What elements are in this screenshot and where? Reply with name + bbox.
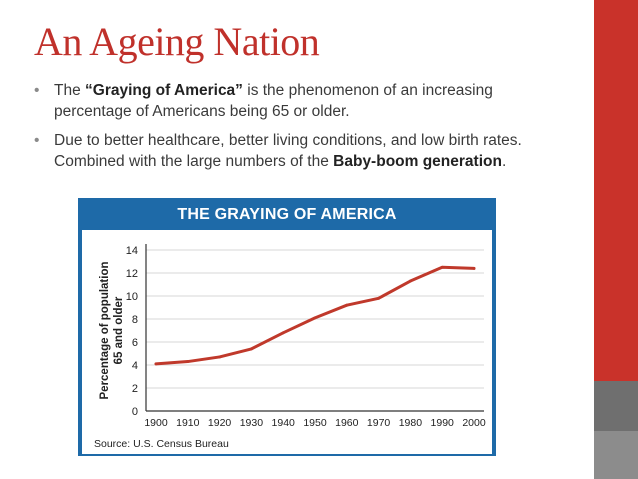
bullet-text-pre: Due to better healthcare, better living …: [54, 132, 522, 170]
bullet-text-post: is the phenomenon of an increasing perce…: [54, 82, 493, 120]
sidebar-gray-bar: [594, 381, 638, 431]
x-tick-label: 1940: [272, 417, 296, 429]
x-tick-label: 1960: [335, 417, 359, 429]
bullet-text-bold: Baby-boom generation: [333, 153, 502, 170]
y-tick-label: 8: [132, 314, 138, 326]
bullet-item-graying: • The “Graying of America” is the phenom…: [34, 80, 544, 122]
sidebar-red-bar: [594, 0, 638, 381]
x-tick-label: 1980: [399, 417, 423, 429]
x-tick-label: 1990: [431, 417, 455, 429]
y-tick-label: 12: [126, 268, 138, 280]
x-tick-label: 1910: [176, 417, 200, 429]
bullet-symbol: •: [34, 132, 40, 149]
data-point: [409, 279, 412, 283]
bullet-text-post: .: [501, 153, 507, 170]
slide-title: An Ageing Nation: [34, 19, 320, 64]
y-tick-label: 4: [132, 360, 138, 372]
chart-source: Source: U.S. Census Bureau: [94, 438, 229, 450]
data-point: [313, 316, 317, 320]
line-chart: 0 2 4 6 8 10 12 14 1900 1910 1920 1930 1940 1950 1960 1…: [99, 244, 486, 429]
y-tick-label: 6: [132, 337, 138, 349]
x-tick-label: 1900: [144, 417, 168, 429]
bullet-item-reasons: • Due to better healthcare, better livin…: [34, 130, 544, 172]
y-tick-label: 14: [126, 245, 138, 257]
series-line: [154, 265, 476, 366]
data-point: [186, 360, 190, 363]
chart-title: THE GRAYING OF AMERICA: [82, 200, 492, 230]
data-point: [281, 331, 285, 335]
data-point: [154, 362, 158, 366]
y-tick-label: 0: [132, 406, 138, 418]
x-tick-label: 1970: [367, 417, 391, 429]
y-tick-label: 2: [132, 383, 138, 395]
bullet-list: • The “Graying of America” is the phenom…: [34, 80, 544, 180]
data-point: [377, 296, 380, 300]
sidebar-gray-bar-bottom: [594, 431, 638, 479]
y-axis-label: Percentage of population: [99, 261, 111, 399]
x-tick-label: 1920: [208, 417, 232, 429]
y-axis-label: 65 and older: [113, 296, 125, 364]
data-point: [250, 347, 253, 351]
x-tick-label: 2000: [462, 417, 486, 429]
data-point: [440, 265, 444, 269]
y-tick-label: 10: [126, 291, 138, 303]
data-point: [472, 267, 476, 270]
bullet-text-bold: “Graying of America”: [85, 82, 243, 99]
data-point: [218, 355, 222, 359]
bullet-symbol: •: [34, 82, 40, 99]
slide-sidebar: [594, 0, 638, 479]
bullet-text-pre: The: [54, 82, 86, 99]
x-tick-label: 1950: [303, 417, 327, 429]
data-point: [345, 303, 349, 307]
chart-panel: THE GRAYING OF AMERICA 0 2 4 6 8 10 12 14 1900 19…: [78, 198, 496, 456]
x-tick-label: 1930: [240, 417, 264, 429]
